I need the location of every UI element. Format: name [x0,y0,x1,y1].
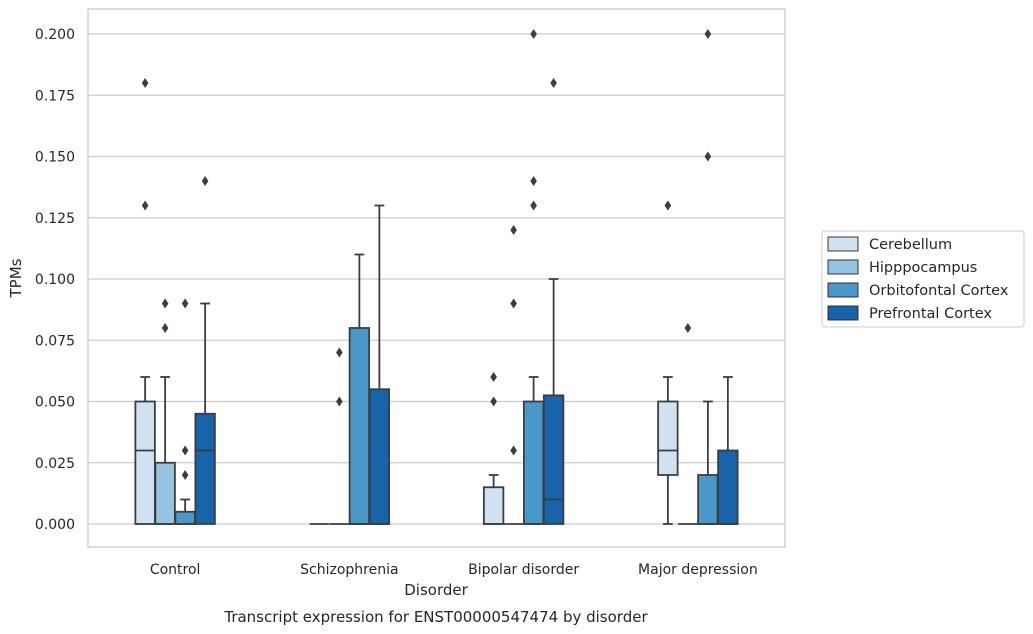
x-axis-title: Disorder [404,581,468,599]
outlier-point [550,78,557,88]
y-axis-title: TPMs [7,258,25,298]
outlier-point [201,176,209,186]
outlier-point [141,78,149,88]
box-body [348,327,371,525]
box-body [482,486,505,525]
outlier-point [181,470,189,480]
outlier-point [181,445,189,456]
legend-swatch [827,282,859,298]
outlier-point [141,200,149,211]
outlier-point [510,445,517,456]
legend-label: Prefrontal Cortex [869,306,992,322]
box-group [309,204,391,525]
box-body [717,449,739,525]
box-body [194,412,216,525]
outlier-point [510,298,517,309]
legend-label: Orbitofontal Cortex [869,283,1009,299]
outlier-point [181,298,189,309]
outlier-point [530,29,537,39]
outlier-point [530,200,537,211]
box [717,376,739,525]
legend-label: Cerebellum [869,237,952,253]
legend-swatch [827,259,859,275]
chart-title: Transcript expression for ENST0000054747… [223,608,648,626]
legend-swatch [827,236,859,252]
legend-label: Hipppocampus [869,260,977,276]
box-body [657,400,679,476]
y-tick-label: 0.150 [35,150,75,166]
outlier-point [336,396,343,407]
box [174,298,196,525]
box [368,204,391,525]
box [329,347,350,525]
box [134,78,156,525]
x-tick-label: Schizophrenia [300,562,398,578]
box-groups [134,29,739,525]
outlier-point [530,176,537,186]
outlier-point [510,225,517,235]
outlier-point [704,151,712,162]
y-tick-label: 0.000 [35,517,75,533]
legend: Cerebellum Hipppocampus Orbitofontal Corte… [821,230,1025,328]
box [678,323,698,525]
y-tick-label: 0.175 [35,88,75,104]
outlier-point [161,298,169,309]
box-group [482,29,565,525]
y-axis-ticks: 0.000 0.025 0.050 0.075 0.100 0.125 0.150 0.175… [35,27,75,533]
box-body [134,400,156,525]
y-tick-label: 0.125 [35,211,75,227]
outlier-point [490,396,497,407]
box [542,78,565,525]
box-body [154,461,176,525]
box [154,298,176,525]
x-tick-label: Control [150,562,201,578]
outlier-point [684,323,692,333]
box-group [134,78,216,525]
box [503,225,524,525]
box-body [368,388,391,525]
x-axis-ticks: Control Schizophrenia Bipolar disorder Majo… [150,562,758,578]
box-body [174,510,196,525]
outlier-point [704,29,712,39]
legend-swatch [827,305,859,321]
box [194,176,216,525]
y-tick-label: 0.025 [35,456,75,472]
y-tick-label: 0.050 [35,395,75,411]
box-body [542,394,565,525]
box-body [697,474,719,525]
x-tick-label: Bipolar disorder [468,562,579,578]
y-tick-label: 0.075 [35,333,75,349]
box-body [522,400,545,525]
y-tick-label: 0.200 [35,27,75,43]
x-tick-label: Major depression [638,562,758,578]
plot-frame [87,8,786,548]
y-tick-label: 0.100 [35,272,75,288]
box [657,200,679,525]
legend-frame [821,230,1025,328]
outlier-point [336,347,343,358]
outlier-point [490,372,497,382]
plot-background [88,9,785,547]
box-group [657,29,739,525]
box [482,372,505,525]
outlier-point [161,323,169,333]
box [348,253,371,525]
outlier-point [664,200,672,211]
